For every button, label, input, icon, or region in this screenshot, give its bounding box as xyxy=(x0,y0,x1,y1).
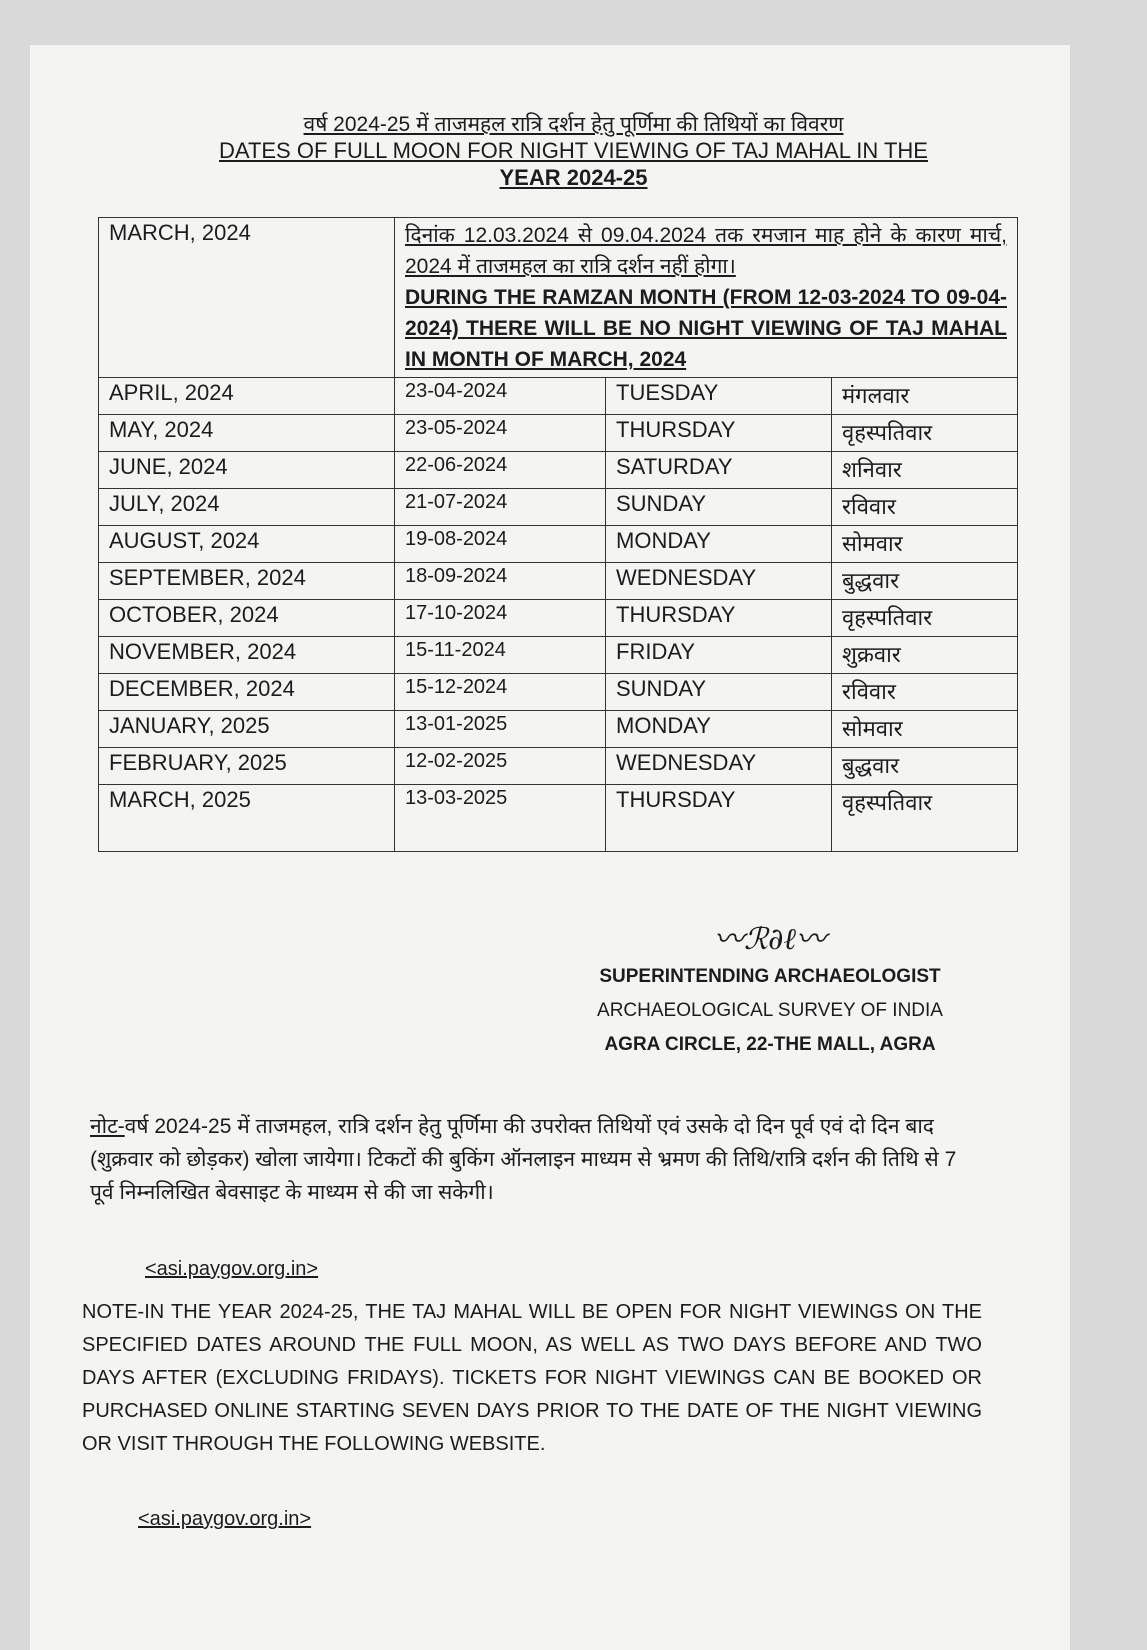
month-cell: DECEMBER, 2024 xyxy=(98,673,395,711)
month-cell: FEBRUARY, 2025 xyxy=(98,747,395,785)
day-hindi-cell: शनिवार xyxy=(831,451,1018,489)
month-cell: MAY, 2024 xyxy=(98,414,395,452)
title-english-line1: DATES OF FULL MOON FOR NIGHT VIEWING OF … xyxy=(219,138,928,163)
table-row: FEBRUARY, 2025 12-02-2025 WEDNESDAY बुद्धवा… xyxy=(98,747,1018,785)
signatory-org: ARCHAEOLOGICAL SURVEY OF INDIA xyxy=(597,1000,943,1021)
day-cell: THURSDAY xyxy=(605,414,832,452)
table-row: MAY, 2024 23-05-2024 THURSDAY वृहस्पतिवार xyxy=(98,414,1018,452)
full-moon-dates-table: MARCH, 2024 दिनांक 12.03.2024 से 09.04.2… xyxy=(98,217,1018,852)
month-cell: APRIL, 2024 xyxy=(98,377,395,415)
date-cell: 23-05-2024 xyxy=(394,414,606,452)
day-hindi-cell: सोमवार xyxy=(831,710,1018,748)
table-row: DECEMBER, 2024 15-12-2024 SUNDAY रविवार xyxy=(98,673,1018,711)
day-cell: THURSDAY xyxy=(605,599,832,637)
date-cell: 13-03-2025 xyxy=(394,784,606,852)
month-cell: NOVEMBER, 2024 xyxy=(98,636,395,674)
day-hindi-cell: वृहस्पतिवार xyxy=(831,414,1018,452)
day-cell: FRIDAY xyxy=(605,636,832,674)
website-link-hindi[interactable]: <asi.paygov.org.in> xyxy=(145,1258,319,1280)
day-hindi-cell: रविवार xyxy=(831,488,1018,526)
signature-mark: 〰ℛ∂ℓ〰 xyxy=(714,922,826,957)
date-cell: 13-01-2025 xyxy=(394,710,606,748)
ramzan-note-cell: दिनांक 12.03.2024 से 09.04.2024 तक रमजान… xyxy=(394,217,1018,378)
table-row: JUNE, 2024 22-06-2024 SATURDAY शनिवार xyxy=(98,451,1018,489)
day-hindi-cell: बुद्धवार xyxy=(831,562,1018,600)
table-row: JULY, 2024 21-07-2024 SUNDAY रविवार xyxy=(98,488,1018,526)
table-row: AUGUST, 2024 19-08-2024 MONDAY सोमवार xyxy=(98,525,1018,563)
date-cell: 21-07-2024 xyxy=(394,488,606,526)
day-cell: TUESDAY xyxy=(605,377,832,415)
day-cell: WEDNESDAY xyxy=(605,747,832,785)
day-hindi-cell: बुद्धवार xyxy=(831,747,1018,785)
day-hindi-cell: वृहस्पतिवार xyxy=(831,784,1018,852)
day-cell: THURSDAY xyxy=(605,784,832,852)
day-hindi-cell: मंगलवार xyxy=(831,377,1018,415)
website-link-english[interactable]: <asi.paygov.org.in> xyxy=(138,1508,312,1530)
date-cell: 12-02-2025 xyxy=(394,747,606,785)
day-cell: SUNDAY xyxy=(605,488,832,526)
date-cell: 18-09-2024 xyxy=(394,562,606,600)
day-hindi-cell: शुक्रवार xyxy=(831,636,1018,674)
signature-block: 〰ℛ∂ℓ〰 SUPERINTENDING ARCHAEOLOGIST ARCHA… xyxy=(560,920,980,1062)
note-hindi-text: वर्ष 2024-25 में ताजमहल, रात्रि दर्शन हे… xyxy=(90,1115,957,1204)
note-english: NOTE-IN THE YEAR 2024-25, THE TAJ MAHAL … xyxy=(82,1301,982,1455)
title-english-line2: YEAR 2024-25 xyxy=(499,165,648,190)
month-cell: AUGUST, 2024 xyxy=(98,525,395,563)
month-cell: SEPTEMBER, 2024 xyxy=(98,562,395,600)
title-hindi: वर्ष 2024-25 में ताजमहल रात्रि दर्शन हेत… xyxy=(303,113,844,136)
month-cell: MARCH, 2025 xyxy=(98,784,395,852)
table-row: NOVEMBER, 2024 15-11-2024 FRIDAY शुक्रवार xyxy=(98,636,1018,674)
signatory-address: AGRA CIRCLE, 22-THE MALL, AGRA xyxy=(604,1034,936,1055)
day-cell: WEDNESDAY xyxy=(605,562,832,600)
date-cell: 15-11-2024 xyxy=(394,636,606,674)
date-cell: 19-08-2024 xyxy=(394,525,606,563)
day-hindi-cell: रविवार xyxy=(831,673,1018,711)
note-hindi: नोट-वर्ष 2024-25 में ताजमहल, रात्रि दर्श… xyxy=(90,1110,980,1209)
table-row: JANUARY, 2025 13-01-2025 MONDAY सोमवार xyxy=(98,710,1018,748)
date-cell: 22-06-2024 xyxy=(394,451,606,489)
day-cell: SATURDAY xyxy=(605,451,832,489)
table-row: APRIL, 2024 23-04-2024 TUESDAY मंगलवार xyxy=(98,377,1018,415)
month-cell: OCTOBER, 2024 xyxy=(98,599,395,637)
month-cell: JUNE, 2024 xyxy=(98,451,395,489)
day-cell: MONDAY xyxy=(605,710,832,748)
date-cell: 17-10-2024 xyxy=(394,599,606,637)
day-hindi-cell: वृहस्पतिवार xyxy=(831,599,1018,637)
note-hindi-label: नोट- xyxy=(90,1115,125,1138)
table-row: MARCH, 2025 13-03-2025 THURSDAY वृहस्पतिवार xyxy=(98,784,1018,852)
ramzan-note-hindi: दिनांक 12.03.2024 से 09.04.2024 तक रमजान… xyxy=(405,224,1007,278)
month-cell: JULY, 2024 xyxy=(98,488,395,526)
table-row: OCTOBER, 2024 17-10-2024 THURSDAY वृहस्पतिव… xyxy=(98,599,1018,637)
day-hindi-cell: सोमवार xyxy=(831,525,1018,563)
table-row: SEPTEMBER, 2024 18-09-2024 WEDNESDAY बुद्धव… xyxy=(98,562,1018,600)
date-cell: 15-12-2024 xyxy=(394,673,606,711)
table-row-march-2024: MARCH, 2024 दिनांक 12.03.2024 से 09.04.2… xyxy=(98,217,1018,378)
ramzan-note-english: DURING THE RAMZAN MONTH (FROM 12-03-2024… xyxy=(405,286,1007,371)
date-cell: 23-04-2024 xyxy=(394,377,606,415)
month-cell: MARCH, 2024 xyxy=(98,217,395,378)
signatory-title: SUPERINTENDING ARCHAEOLOGIST xyxy=(599,966,941,987)
day-cell: SUNDAY xyxy=(605,673,832,711)
month-cell: JANUARY, 2025 xyxy=(98,710,395,748)
day-cell: MONDAY xyxy=(605,525,832,563)
